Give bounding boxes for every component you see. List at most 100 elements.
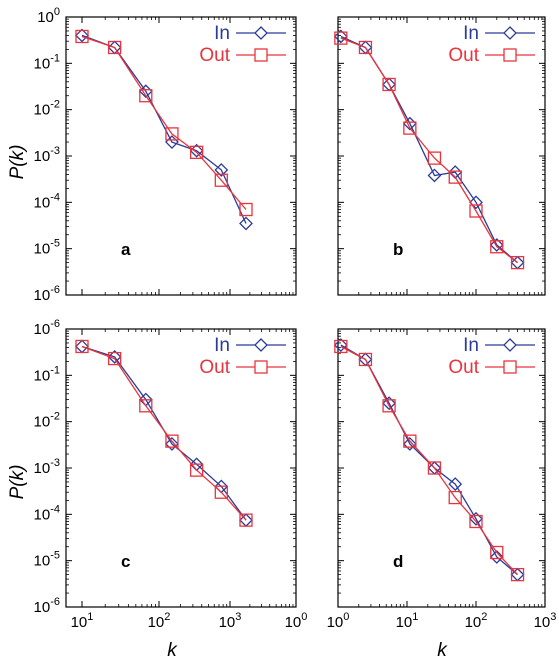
data-point-out bbox=[382, 77, 396, 92]
legend-marker-square bbox=[254, 360, 268, 374]
data-point-out bbox=[490, 240, 504, 254]
data-point-out bbox=[490, 545, 504, 560]
data-point-out bbox=[165, 434, 179, 448]
data-point-out bbox=[358, 352, 373, 367]
legend-marker-diamond bbox=[254, 26, 268, 40]
data-point-in bbox=[402, 437, 417, 451]
data-point-out bbox=[427, 461, 442, 475]
data-point-in bbox=[489, 238, 504, 252]
legend-label-out: Out bbox=[199, 45, 230, 66]
data-point-out bbox=[75, 339, 89, 354]
data-point-out bbox=[403, 121, 417, 135]
y-tick-label: 10-5 bbox=[34, 550, 60, 570]
y-tick-label: 10-6 bbox=[34, 596, 60, 616]
series-line-in bbox=[340, 35, 518, 264]
data-point-out bbox=[75, 29, 89, 44]
data-point-out bbox=[448, 170, 462, 184]
data-point-in bbox=[165, 437, 179, 451]
panel-letter: b bbox=[393, 240, 403, 259]
data-point-in bbox=[448, 477, 463, 491]
x-tick-label: 103 bbox=[534, 611, 557, 631]
series-line-out bbox=[81, 35, 247, 210]
y-tick-label: 10-6 bbox=[34, 318, 60, 338]
y-tick-label: 10-6 bbox=[34, 284, 60, 304]
data-point-in bbox=[239, 216, 253, 231]
data-point-out bbox=[427, 151, 442, 165]
data-point-out bbox=[107, 40, 122, 55]
data-point-out bbox=[382, 399, 396, 413]
legend-marker-square bbox=[503, 48, 517, 62]
data-point-out bbox=[448, 490, 462, 505]
y-tick-label: 10-2 bbox=[34, 411, 60, 431]
data-point-in bbox=[333, 29, 348, 44]
y-tick-label: 10-3 bbox=[34, 457, 60, 477]
data-point-out bbox=[139, 89, 153, 103]
legend-label-out: Out bbox=[448, 357, 479, 378]
legend-marker-square bbox=[254, 48, 268, 62]
y-tick-label: 10-3 bbox=[34, 145, 60, 165]
x-tick-label: 103 bbox=[219, 611, 242, 631]
data-point-in bbox=[75, 28, 89, 43]
x-tick-label: 102 bbox=[465, 611, 488, 631]
series-line-out bbox=[340, 37, 518, 264]
data-point-out bbox=[334, 339, 348, 354]
panel-letter: c bbox=[121, 552, 130, 571]
series-line-in bbox=[340, 344, 518, 576]
x-tick-label: 101 bbox=[71, 611, 94, 631]
series-line-out bbox=[81, 345, 247, 521]
data-point-out bbox=[139, 399, 153, 413]
x-tick-label: 102 bbox=[148, 611, 171, 631]
legend-marker-diamond bbox=[503, 338, 517, 352]
x-tick-label: 101 bbox=[396, 611, 419, 631]
data-point-in bbox=[489, 550, 504, 564]
y-axis-title-bottom: P(k) bbox=[7, 465, 28, 500]
data-point-out bbox=[403, 434, 417, 448]
data-point-out bbox=[334, 31, 348, 45]
legend-marker-diamond bbox=[503, 26, 517, 40]
data-point-out bbox=[214, 485, 228, 499]
legend-label-out: Out bbox=[448, 45, 479, 66]
data-point-out bbox=[469, 514, 483, 529]
panel-letter: a bbox=[121, 240, 131, 259]
data-point-out bbox=[189, 463, 204, 477]
data-point-in bbox=[382, 396, 397, 411]
data-point-in bbox=[333, 338, 348, 352]
legend-label-out: Out bbox=[199, 357, 230, 378]
data-point-out bbox=[510, 567, 525, 582]
x-tick-label: 100 bbox=[285, 611, 308, 631]
panel-letter: d bbox=[393, 552, 403, 571]
series-line-out bbox=[340, 345, 518, 576]
y-tick-label: 100 bbox=[37, 6, 60, 26]
data-point-out bbox=[107, 351, 122, 366]
panel-c: 10-6 10-1 10-2 10-3 10-4 10-5 10-6 101 102 103 100… bbox=[34, 318, 308, 631]
data-point-in bbox=[75, 339, 89, 354]
legend-marker-square bbox=[503, 360, 517, 374]
legend-label-in: In bbox=[214, 335, 230, 356]
data-point-out bbox=[165, 127, 179, 141]
y-tick-label: 10-5 bbox=[34, 238, 60, 258]
x-axis-title-right: k bbox=[437, 640, 448, 661]
legend-label-in: In bbox=[214, 23, 230, 44]
legend-label-in: In bbox=[463, 23, 479, 44]
legend-marker-diamond bbox=[254, 338, 268, 352]
y-tick-label: 10-4 bbox=[34, 191, 60, 211]
data-point-in bbox=[469, 195, 483, 210]
x-axis-title-left: k bbox=[167, 640, 178, 661]
y-tick-label: 10-1 bbox=[34, 52, 60, 72]
x-tick-label: 100 bbox=[327, 611, 350, 631]
data-point-out bbox=[239, 513, 253, 527]
data-point-out bbox=[239, 202, 253, 217]
data-point-out bbox=[510, 255, 525, 270]
y-tick-label: 10-4 bbox=[34, 503, 60, 523]
data-point-in bbox=[107, 349, 122, 364]
data-point-out bbox=[358, 40, 373, 55]
y-tick-label: 10-2 bbox=[34, 99, 60, 119]
data-point-in bbox=[214, 163, 229, 177]
data-point-out bbox=[469, 204, 483, 218]
data-point-out bbox=[214, 173, 228, 187]
data-point-in bbox=[427, 168, 442, 183]
